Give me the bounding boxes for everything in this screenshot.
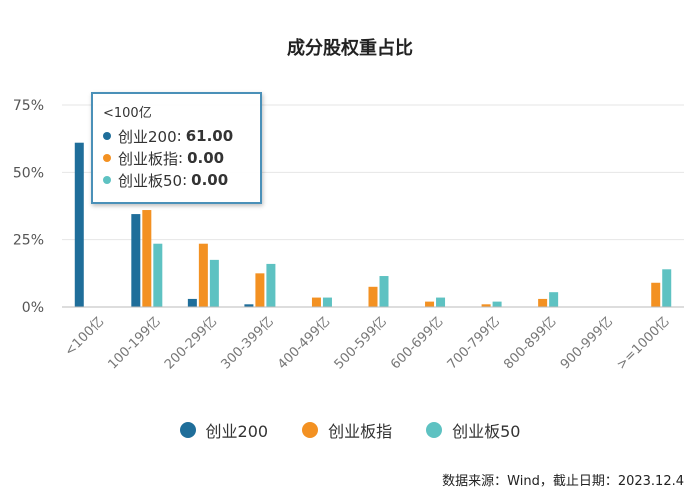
bar[interactable] [244,304,254,307]
bar[interactable] [311,297,321,307]
legend-label: 创业板指 [328,422,393,441]
series-dot-icon [103,132,111,140]
legend-item-chuangyeban50[interactable]: 创业板50 [426,418,520,442]
bars [74,142,672,307]
bar[interactable] [153,243,163,307]
bar[interactable] [549,292,559,307]
x-tick-label: 100-199亿 [105,314,163,372]
tooltip-value: 0.00 [187,149,225,167]
bar[interactable] [131,214,141,307]
x-tick-label: 800-899亿 [501,314,559,372]
bar[interactable] [74,142,84,307]
x-tick-label: 600-699亿 [388,314,446,372]
x-tick-label: 300-399亿 [219,314,277,372]
x-tick-label: 700-799亿 [445,314,503,372]
bar[interactable] [662,269,672,307]
bar[interactable] [255,273,265,307]
y-tick-label: 50% [13,165,44,181]
x-tick-label: 400-499亿 [275,314,333,372]
y-axis-ticks: 0% 25% 50% 75% [13,98,44,316]
tooltip-series-name: 创业200 [118,127,177,146]
tooltip-header: <100亿 [103,106,152,121]
bar[interactable] [651,282,661,307]
legend-item-chuangyebanzhi[interactable]: 创业板指 [302,418,392,442]
x-tick-label: 200-299亿 [162,314,220,372]
chart-tooltip: <100亿 创业200: 61.00 创业板指: 0.00 创业板50: 0.0… [91,92,262,204]
tooltip-row: 创业200: 61.00 [103,125,250,147]
tooltip-value: 0.00 [191,171,229,189]
x-tick-label: 900-999亿 [558,314,616,372]
bar[interactable] [481,304,491,307]
legend-label: 创业板50 [452,422,521,441]
tooltip-series-name: 创业板指 [118,149,179,168]
tooltip-value: 61.00 [185,127,234,145]
bar[interactable] [436,297,446,307]
x-tick-label: 500-599亿 [332,314,390,372]
bar[interactable] [322,297,332,307]
bar[interactable] [368,286,378,307]
bar[interactable] [187,298,197,307]
bar[interactable] [142,210,152,307]
bar[interactable] [425,301,435,307]
source-note: 数据来源：Wind，截止日期：2023.12.4 [442,474,684,489]
x-tick-label: <100亿 [62,314,107,359]
legend-dot-icon [179,422,196,438]
bar[interactable] [209,259,219,307]
series-dot-icon [103,154,111,162]
chart-title: 成分股权重占比 [287,38,413,59]
series-dot-icon [103,176,111,184]
x-tick-label: >=1000亿 [614,314,673,373]
bar[interactable] [492,301,502,307]
legend-item-chuangye200[interactable]: 创业200 [179,418,269,442]
tooltip-series-name: 创业板50 [118,171,183,190]
bar[interactable] [198,243,208,307]
legend-dot-icon [426,422,443,438]
y-tick-label: 25% [13,233,44,249]
legend-dot-icon [302,422,319,438]
bar[interactable] [379,276,389,307]
x-axis-ticks: <100亿100-199亿200-299亿300-399亿400-499亿500… [62,314,673,373]
tooltip-row: 创业板50: 0.00 [103,169,250,191]
legend: 创业200 创业板指 创业板50 [0,418,700,442]
bar[interactable] [266,263,276,307]
y-tick-label: 75% [13,98,44,114]
tooltip-row: 创业板指: 0.00 [103,147,250,169]
y-tick-label: 0% [22,300,44,316]
bar[interactable] [538,298,548,307]
legend-label: 创业200 [205,422,269,441]
